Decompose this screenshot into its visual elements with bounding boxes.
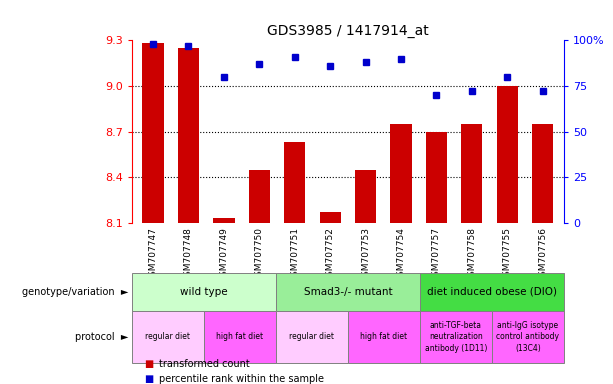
Bar bbox=[420, 273, 564, 311]
Text: genotype/variation  ►: genotype/variation ► bbox=[22, 287, 129, 297]
Text: GSM707756: GSM707756 bbox=[538, 227, 547, 282]
Text: anti-IgG isotype
control antibody
(13C4): anti-IgG isotype control antibody (13C4) bbox=[497, 321, 560, 353]
Text: ■: ■ bbox=[144, 359, 153, 369]
Bar bbox=[420, 311, 492, 363]
Bar bbox=[142, 43, 164, 223]
Bar bbox=[426, 132, 447, 223]
Bar bbox=[532, 124, 554, 223]
Title: GDS3985 / 1417914_at: GDS3985 / 1417914_at bbox=[267, 24, 428, 38]
Text: wild type: wild type bbox=[180, 287, 227, 297]
Bar bbox=[284, 142, 305, 223]
Text: regular diet: regular diet bbox=[289, 333, 334, 341]
Bar bbox=[497, 86, 518, 223]
Bar bbox=[348, 311, 420, 363]
Text: Smad3-/- mutant: Smad3-/- mutant bbox=[303, 287, 392, 297]
Text: GSM707752: GSM707752 bbox=[326, 227, 335, 281]
Bar bbox=[461, 124, 482, 223]
Text: GSM707754: GSM707754 bbox=[397, 227, 406, 281]
Text: regular diet: regular diet bbox=[145, 333, 190, 341]
Bar bbox=[132, 273, 276, 311]
Text: high fat diet: high fat diet bbox=[360, 333, 408, 341]
Text: percentile rank within the sample: percentile rank within the sample bbox=[159, 374, 324, 384]
Bar bbox=[178, 48, 199, 223]
Text: GSM707753: GSM707753 bbox=[361, 227, 370, 282]
Bar bbox=[276, 311, 348, 363]
Bar bbox=[390, 124, 412, 223]
Bar bbox=[204, 311, 276, 363]
Bar bbox=[276, 273, 420, 311]
Text: diet induced obese (DIO): diet induced obese (DIO) bbox=[427, 287, 557, 297]
Text: GSM707757: GSM707757 bbox=[432, 227, 441, 282]
Text: protocol  ►: protocol ► bbox=[75, 332, 129, 342]
Text: anti-TGF-beta
neutralization
antibody (1D11): anti-TGF-beta neutralization antibody (1… bbox=[425, 321, 487, 353]
Bar bbox=[492, 311, 564, 363]
Text: GSM707747: GSM707747 bbox=[148, 227, 158, 281]
Text: ■: ■ bbox=[144, 374, 153, 384]
Text: GSM707755: GSM707755 bbox=[503, 227, 512, 282]
Text: GSM707758: GSM707758 bbox=[467, 227, 476, 282]
Bar bbox=[249, 169, 270, 223]
Text: GSM707751: GSM707751 bbox=[290, 227, 299, 282]
Bar bbox=[132, 311, 204, 363]
Bar bbox=[319, 212, 341, 223]
Bar bbox=[213, 218, 235, 223]
Text: high fat diet: high fat diet bbox=[216, 333, 264, 341]
Bar bbox=[355, 169, 376, 223]
Text: GSM707750: GSM707750 bbox=[255, 227, 264, 282]
Text: GSM707749: GSM707749 bbox=[219, 227, 229, 281]
Text: GSM707748: GSM707748 bbox=[184, 227, 193, 281]
Text: transformed count: transformed count bbox=[159, 359, 250, 369]
